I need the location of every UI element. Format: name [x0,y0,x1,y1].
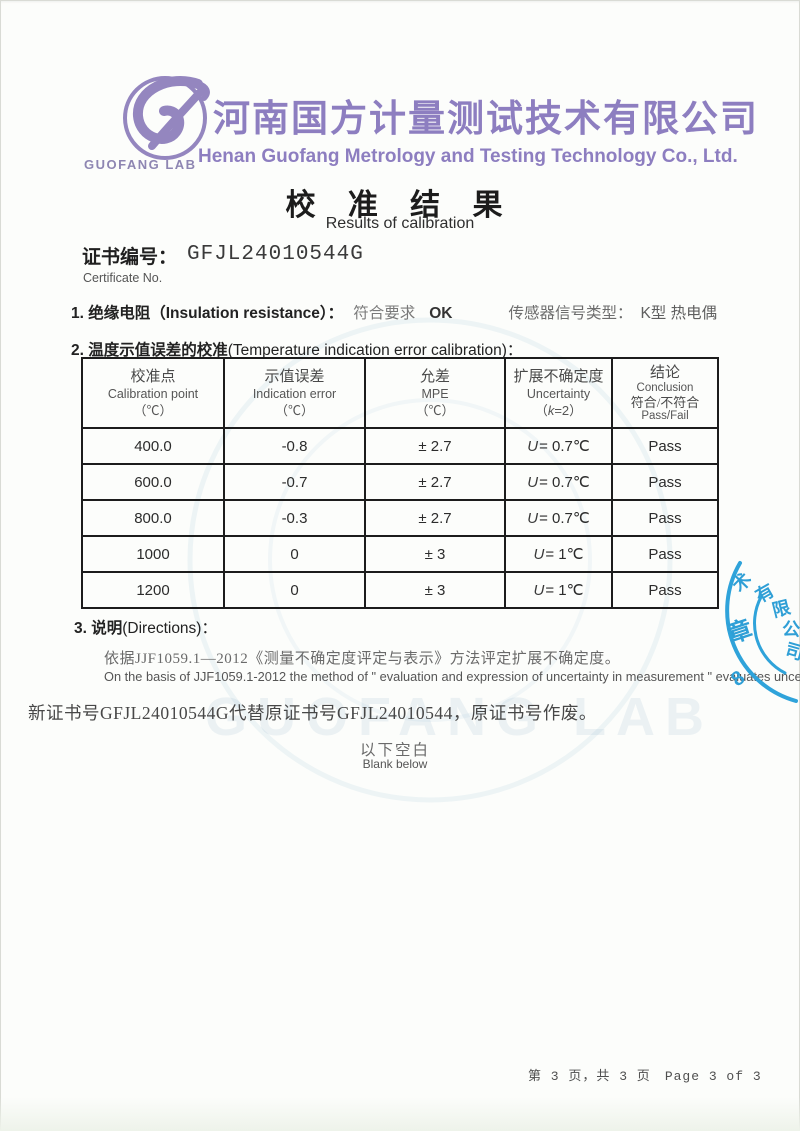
svg-text:8: 8 [727,667,749,691]
table-row: 1200 0 ± 3 U= 1℃ Pass [81,571,719,609]
table-row: 800.0 -0.3 ± 2.7 U= 0.7℃ Pass [81,499,719,537]
calibration-title-en: (Temperature indication error calibratio… [227,342,523,359]
calibration-section-title: 2. 温度示值误差的校准(Temperature indication erro… [71,338,522,360]
page-title-zh: 校 准 结 果 [285,189,515,222]
svg-text:司: 司 [783,640,800,664]
svg-text:限: 限 [770,597,793,621]
header-indication-error: 示值误差 Indication error （℃） [223,357,366,429]
blank-below-zh: 以下空白 [359,742,430,759]
directions-title-en: (Directions)： [122,620,217,637]
company-seal-stamp: 术 有 限 公 司 章 8 [724,561,800,703]
directions-title: 3. 说明(Directions)： [74,616,217,638]
page-number-zh: 第 3 页，共 3 页 [528,1069,651,1084]
certificate-label-zh: 证书编号： [82,247,178,268]
header-conclusion: 结论 Conclusion 符合/不符合 Pass/Fail [611,357,719,429]
page-title-en: Results of calibration [325,215,475,232]
directions-line-en: On the basis of JJF1059.1-2012 the metho… [104,669,800,684]
calibration-table: 校准点 Calibration point （℃） 示值误差 Indicatio… [81,357,719,609]
svg-text:术: 术 [728,568,756,596]
insulation-result-zh: 符合要求 [353,305,416,322]
blank-below-en: Blank below [362,757,428,771]
directions-line-zh: 依据JJF1059.1—2012《测量不确定度评定与表示》方法评定扩展不确定度。 [104,651,621,667]
header-calibration-point: 校准点 Calibration point （℃） [81,357,225,429]
sensor-type-value: K型 热电偶 [640,305,718,322]
guofang-logo-icon [123,76,210,160]
svg-text:公: 公 [782,619,800,640]
table-row: 1000 0 ± 3 U= 1℃ Pass [81,535,719,573]
insulation-label: 1. 绝缘电阻（Insulation resistance）： [71,305,344,322]
page-footer: 第 3 页，共 3 页 Page 3 of 3 [528,1065,762,1084]
table-header-row: 校准点 Calibration point （℃） 示值误差 Indicatio… [81,357,719,429]
header-uncertainty: 扩展不确定度 Uncertainty （k=2） [504,357,613,429]
table-row: 600.0 -0.7 ± 2.7 U= 0.7℃ Pass [81,463,719,501]
certificate-label-en: Certificate No. [83,271,163,285]
sensor-type-label: 传感器信号类型： [508,305,633,322]
company-name-en: Henan Guofang Metrology and Testing Tech… [198,146,738,167]
header-mpe: 允差 MPE （℃） [364,357,506,429]
certificate-number: GFJL24010544G [187,243,364,266]
replacement-note: 新证书号GFJL24010544G代替原证书号GFJL24010544，原证书号… [28,703,597,723]
table-row: 400.0 -0.8 ± 2.7 U= 0.7℃ Pass [81,427,719,465]
page-number-en: Page 3 of 3 [664,1069,762,1084]
insulation-result-en: OK [429,305,453,322]
calibration-title-zh: 2. 温度示值误差的校准 [71,342,228,359]
logo-label: GUOFANG LAB [84,157,197,172]
company-name-zh: 河南国方计量测试技术有限公司 [213,98,759,139]
directions-title-zh: 3. 说明 [74,620,123,637]
insulation-line: 1. 绝缘电阻（Insulation resistance）： 符合要求 OK 传感器… [71,301,717,323]
